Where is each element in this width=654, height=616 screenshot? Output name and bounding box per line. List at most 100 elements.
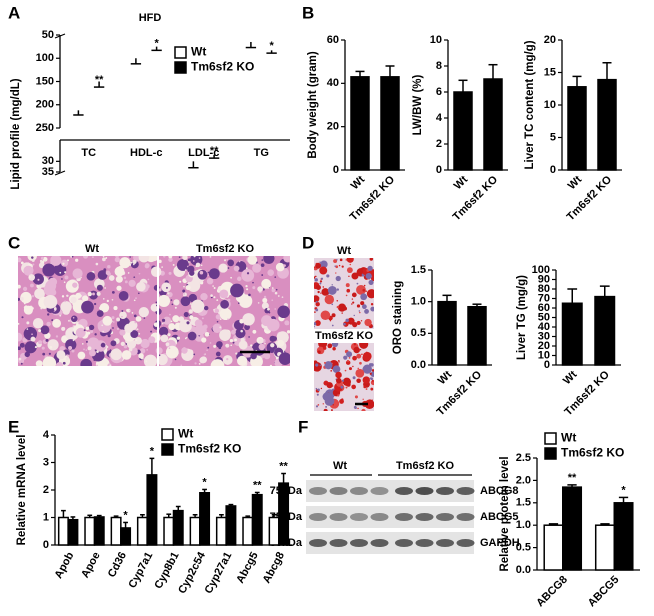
- micrograph-spot: [121, 315, 123, 318]
- micrograph-spot: [359, 361, 362, 365]
- micrograph-spot: [71, 349, 75, 353]
- micrograph-spot: [40, 307, 43, 310]
- micrograph-spot: [88, 324, 95, 331]
- micrograph-spot: [195, 265, 198, 268]
- micrograph-spot: [45, 338, 49, 342]
- y-axis-label: Liver TC content (mg/g): [524, 40, 536, 169]
- blot-bg: [306, 480, 474, 502]
- micrograph-spot: [345, 259, 348, 261]
- micrograph-spot: [111, 320, 113, 323]
- micrograph-spot: [326, 382, 333, 389]
- micrograph-spot: [96, 350, 99, 353]
- micrograph-spot: [123, 344, 128, 349]
- blot-band: [329, 513, 348, 521]
- micrograph-spot: [20, 362, 23, 365]
- micrograph-spot: [62, 262, 65, 265]
- micrograph-spot: [102, 330, 104, 333]
- micrograph-spot: [68, 346, 73, 351]
- micrograph-spot: [320, 260, 328, 269]
- micrograph-spot: [210, 296, 213, 299]
- micrograph-spot: [61, 278, 63, 280]
- bar: [251, 493, 263, 546]
- micrograph-spot: [216, 320, 219, 323]
- micrograph-spot: [216, 341, 223, 348]
- micrograph-spot: [45, 280, 57, 292]
- micrograph-spot: [203, 353, 206, 356]
- micrograph-spot: [223, 259, 227, 262]
- bar: [350, 76, 370, 171]
- micrograph-spot: [111, 298, 114, 301]
- micrograph-spot: [326, 274, 330, 278]
- y-tick-label: 2.0: [516, 474, 531, 486]
- x-tick-label: HDL-c: [130, 147, 162, 159]
- micrograph-spot: [365, 290, 367, 292]
- micrograph-spot: [287, 336, 289, 339]
- micrograph-spot: [356, 320, 361, 325]
- micrograph-spot: [331, 313, 336, 318]
- micrograph-spot: [314, 322, 317, 326]
- micrograph-spot: [94, 302, 97, 306]
- micrograph-spot: [218, 263, 228, 273]
- micrograph-spot: [362, 364, 372, 374]
- micrograph-spot: [158, 326, 169, 337]
- micrograph-spot: [91, 256, 94, 259]
- significance: *: [269, 40, 274, 52]
- micrograph-spot: [362, 288, 366, 292]
- micrograph-spot: [119, 257, 131, 269]
- micrograph-spot: [215, 363, 218, 366]
- micrograph-spot: [135, 338, 138, 342]
- micrograph-spot: [128, 279, 136, 287]
- x-tick-label: Abcg8: [261, 550, 287, 585]
- micrograph-spot: [133, 314, 137, 318]
- micrograph-spot: [180, 296, 191, 307]
- micrograph-spot: [314, 276, 316, 279]
- micrograph-spot: [155, 347, 163, 355]
- micrograph-spot: [83, 348, 85, 351]
- micrograph-spot: [336, 288, 339, 291]
- micrograph-spot: [116, 327, 120, 331]
- micrograph-spot: [371, 369, 374, 372]
- micrograph-spot: [110, 340, 117, 347]
- blot-band: [370, 539, 389, 547]
- micrograph-spot: [235, 352, 238, 355]
- micrograph-spot: [341, 312, 343, 314]
- micrograph-spot: [314, 325, 315, 328]
- micrograph-spot: [277, 295, 280, 297]
- y-tick-label: 4: [436, 112, 443, 124]
- micrograph-spot: [225, 344, 227, 347]
- micrograph-spot: [277, 339, 285, 347]
- micrograph-spot: [168, 271, 172, 275]
- micrograph-spot: [87, 331, 91, 335]
- micrograph-spot: [319, 280, 323, 283]
- micrograph-spot: [104, 287, 106, 289]
- y-tick-label: 20: [538, 340, 550, 352]
- legend-label: Wt: [561, 431, 576, 445]
- micrograph-spot: [274, 276, 277, 278]
- y-tick-label: 0.5: [516, 542, 531, 554]
- micrograph-spot: [168, 347, 171, 349]
- significance: **: [279, 460, 288, 472]
- micrograph-spot: [66, 294, 69, 298]
- micrograph-spot: [138, 353, 144, 359]
- micrograph-spot: [18, 332, 23, 342]
- micrograph-spot: [148, 336, 156, 344]
- x-tick-label: ABCG5: [586, 574, 622, 610]
- micrograph-spot: [121, 350, 132, 360]
- micrograph-spot: [204, 331, 210, 337]
- micrograph-spot: [65, 339, 77, 351]
- micrograph-spot: [170, 299, 173, 301]
- bar: [120, 527, 132, 546]
- micrograph-spot: [133, 299, 136, 302]
- micrograph-spot: [85, 326, 90, 331]
- micrograph-spot: [314, 278, 318, 282]
- micrograph-spot: [351, 384, 356, 390]
- y-tick-label: 0: [550, 164, 556, 176]
- micrograph-spot: [352, 365, 354, 368]
- micrograph-spot: [330, 369, 333, 372]
- micrograph-spot: [320, 310, 331, 321]
- micrograph-spot: [317, 404, 320, 406]
- micrograph-spot: [263, 352, 271, 360]
- bar: [613, 502, 634, 571]
- micrograph-spot: [105, 270, 111, 276]
- micrograph-spot: [126, 319, 130, 323]
